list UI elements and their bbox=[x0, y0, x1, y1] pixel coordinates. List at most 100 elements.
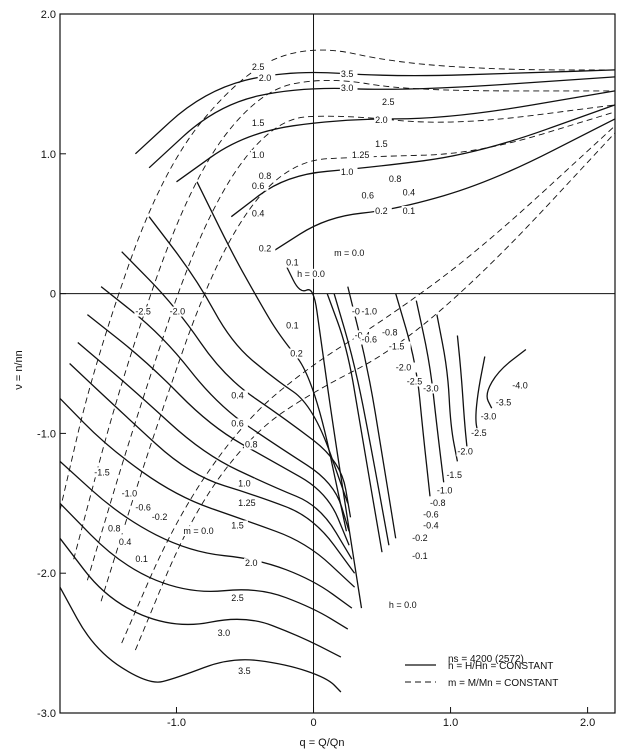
curve-label-bg bbox=[296, 268, 335, 279]
curve-label-bg bbox=[401, 205, 420, 216]
curve-label-bg bbox=[134, 554, 152, 565]
curve-label: 3.0 bbox=[218, 628, 231, 638]
h-curve-25 bbox=[230, 104, 616, 218]
curve-label: -2.0 bbox=[457, 446, 473, 456]
curve-label: -0.6 bbox=[423, 509, 439, 519]
curve-label-bg bbox=[285, 320, 303, 331]
y-tick-label: -3.0 bbox=[37, 708, 56, 720]
curve-label: -1.5 bbox=[389, 342, 405, 352]
curve-label: 1.25 bbox=[238, 498, 256, 508]
curve-label: 1.0 bbox=[238, 479, 251, 489]
curve-label-bg bbox=[411, 533, 434, 544]
curve-label: -1.5 bbox=[94, 467, 110, 477]
curve-label-bg bbox=[422, 383, 445, 394]
curve-label: -2.5 bbox=[471, 428, 487, 438]
curve-label-bg bbox=[117, 537, 136, 548]
curve-label-bg bbox=[134, 306, 158, 317]
h-curve-3 bbox=[59, 460, 353, 609]
x-axis-title: q = Q/Qn bbox=[300, 737, 345, 749]
curve-label-bg bbox=[360, 306, 384, 317]
curve-label: 3.5 bbox=[341, 69, 354, 79]
curve-label: 0.1 bbox=[135, 554, 148, 564]
y-axis-title: ν = n/nn bbox=[13, 350, 25, 389]
y-tick-label: -2.0 bbox=[37, 568, 56, 580]
h-curve-11 bbox=[196, 181, 348, 532]
h-curve-20 bbox=[475, 356, 486, 434]
curve-label: 0.6 bbox=[361, 191, 374, 201]
curve-label: 2.0 bbox=[245, 558, 258, 568]
curve-label: 0.8 bbox=[245, 439, 258, 449]
curve-label: 0.8 bbox=[259, 171, 272, 181]
curve-label: -2.0 bbox=[170, 307, 186, 317]
y-tick-label: 2.0 bbox=[41, 9, 56, 21]
curve-label-bg bbox=[168, 306, 192, 317]
curve-label: 0.8 bbox=[108, 523, 121, 533]
h-curve-23 bbox=[148, 76, 616, 169]
curve-label-bg bbox=[435, 485, 459, 496]
x-tick-label: 1.0 bbox=[443, 717, 458, 729]
curve-label: 3.0 bbox=[341, 83, 354, 93]
curve-label: 0.6 bbox=[231, 418, 244, 428]
curve-label: 2.5 bbox=[231, 593, 244, 603]
curve-label: -1.5 bbox=[446, 470, 462, 480]
curve-label-bg bbox=[339, 166, 358, 177]
curve-label: 0.1 bbox=[403, 206, 416, 216]
curve-label: -0.1 bbox=[412, 551, 428, 561]
curve-label-bg bbox=[374, 138, 392, 149]
curve-label-bg bbox=[289, 348, 307, 359]
series-layer bbox=[59, 49, 616, 693]
curve-label: -1.0 bbox=[361, 307, 377, 317]
curve-label: -0.2 bbox=[152, 512, 168, 522]
curve-label: 1.0 bbox=[252, 150, 265, 160]
curve-label: 2.5 bbox=[252, 62, 265, 72]
curve-label: 0.1 bbox=[286, 258, 299, 268]
curve-label-bg bbox=[422, 520, 445, 531]
curve-label: 0.2 bbox=[290, 349, 303, 359]
curve-label-bg bbox=[230, 520, 248, 531]
curve-label: -1.0 bbox=[437, 486, 453, 496]
h-curve-18 bbox=[436, 314, 459, 462]
curve-label-bg bbox=[257, 243, 276, 254]
curve-label: -0.8 bbox=[382, 328, 398, 338]
curve-label: 1.25 bbox=[352, 150, 370, 160]
curve-label-bg bbox=[470, 428, 493, 439]
curve-label-bg bbox=[250, 208, 269, 219]
curve-label-bg bbox=[237, 665, 255, 676]
h-curve-21 bbox=[486, 348, 527, 409]
legend-ns-text: ns = 4200 (2572) bbox=[448, 654, 524, 665]
curve-label-bg bbox=[339, 68, 358, 79]
curve-label-bg bbox=[106, 523, 125, 534]
curve-label: 1.5 bbox=[252, 118, 265, 128]
curve-labels-layer: 3.53.02.52.01.51.251.00.80.60.40.20.1h =… bbox=[93, 61, 535, 676]
curve-label: -3.0 bbox=[481, 411, 497, 421]
curve-label-bg bbox=[250, 117, 269, 128]
h-curve-26 bbox=[272, 118, 616, 253]
plot-frame bbox=[59, 13, 616, 714]
curve-label-bg bbox=[479, 411, 503, 422]
curve-label-bg bbox=[285, 257, 303, 268]
h-curve-0 bbox=[59, 586, 342, 693]
curve-label-bg bbox=[250, 180, 269, 191]
curve-label: -0.4 bbox=[423, 520, 439, 530]
curve-label-bg bbox=[230, 390, 248, 401]
curve-label: -4.0 bbox=[512, 381, 528, 391]
curve-label: 2.0 bbox=[259, 73, 272, 83]
curve-label: 0.4 bbox=[119, 537, 132, 547]
curve-label-bg bbox=[350, 149, 374, 160]
x-tick-label: -1.0 bbox=[167, 717, 186, 729]
h-curve-12 bbox=[285, 265, 363, 609]
curve-label-bg bbox=[134, 502, 158, 513]
x-tick-label: 2.0 bbox=[580, 717, 595, 729]
curve-label: 0.4 bbox=[403, 188, 416, 198]
curve-label: 0.4 bbox=[252, 209, 265, 219]
curve-label: h = 0.0 bbox=[389, 600, 417, 610]
h-curve-4 bbox=[59, 397, 356, 588]
curve-label: 2.5 bbox=[382, 97, 395, 107]
curve-label: -2.5 bbox=[135, 307, 151, 317]
h-curve-17 bbox=[415, 300, 445, 483]
curve-label: -3.5 bbox=[496, 397, 512, 407]
curve-label-bg bbox=[374, 115, 392, 126]
h-curve-9 bbox=[121, 251, 352, 518]
curve-label-bg bbox=[93, 467, 117, 478]
